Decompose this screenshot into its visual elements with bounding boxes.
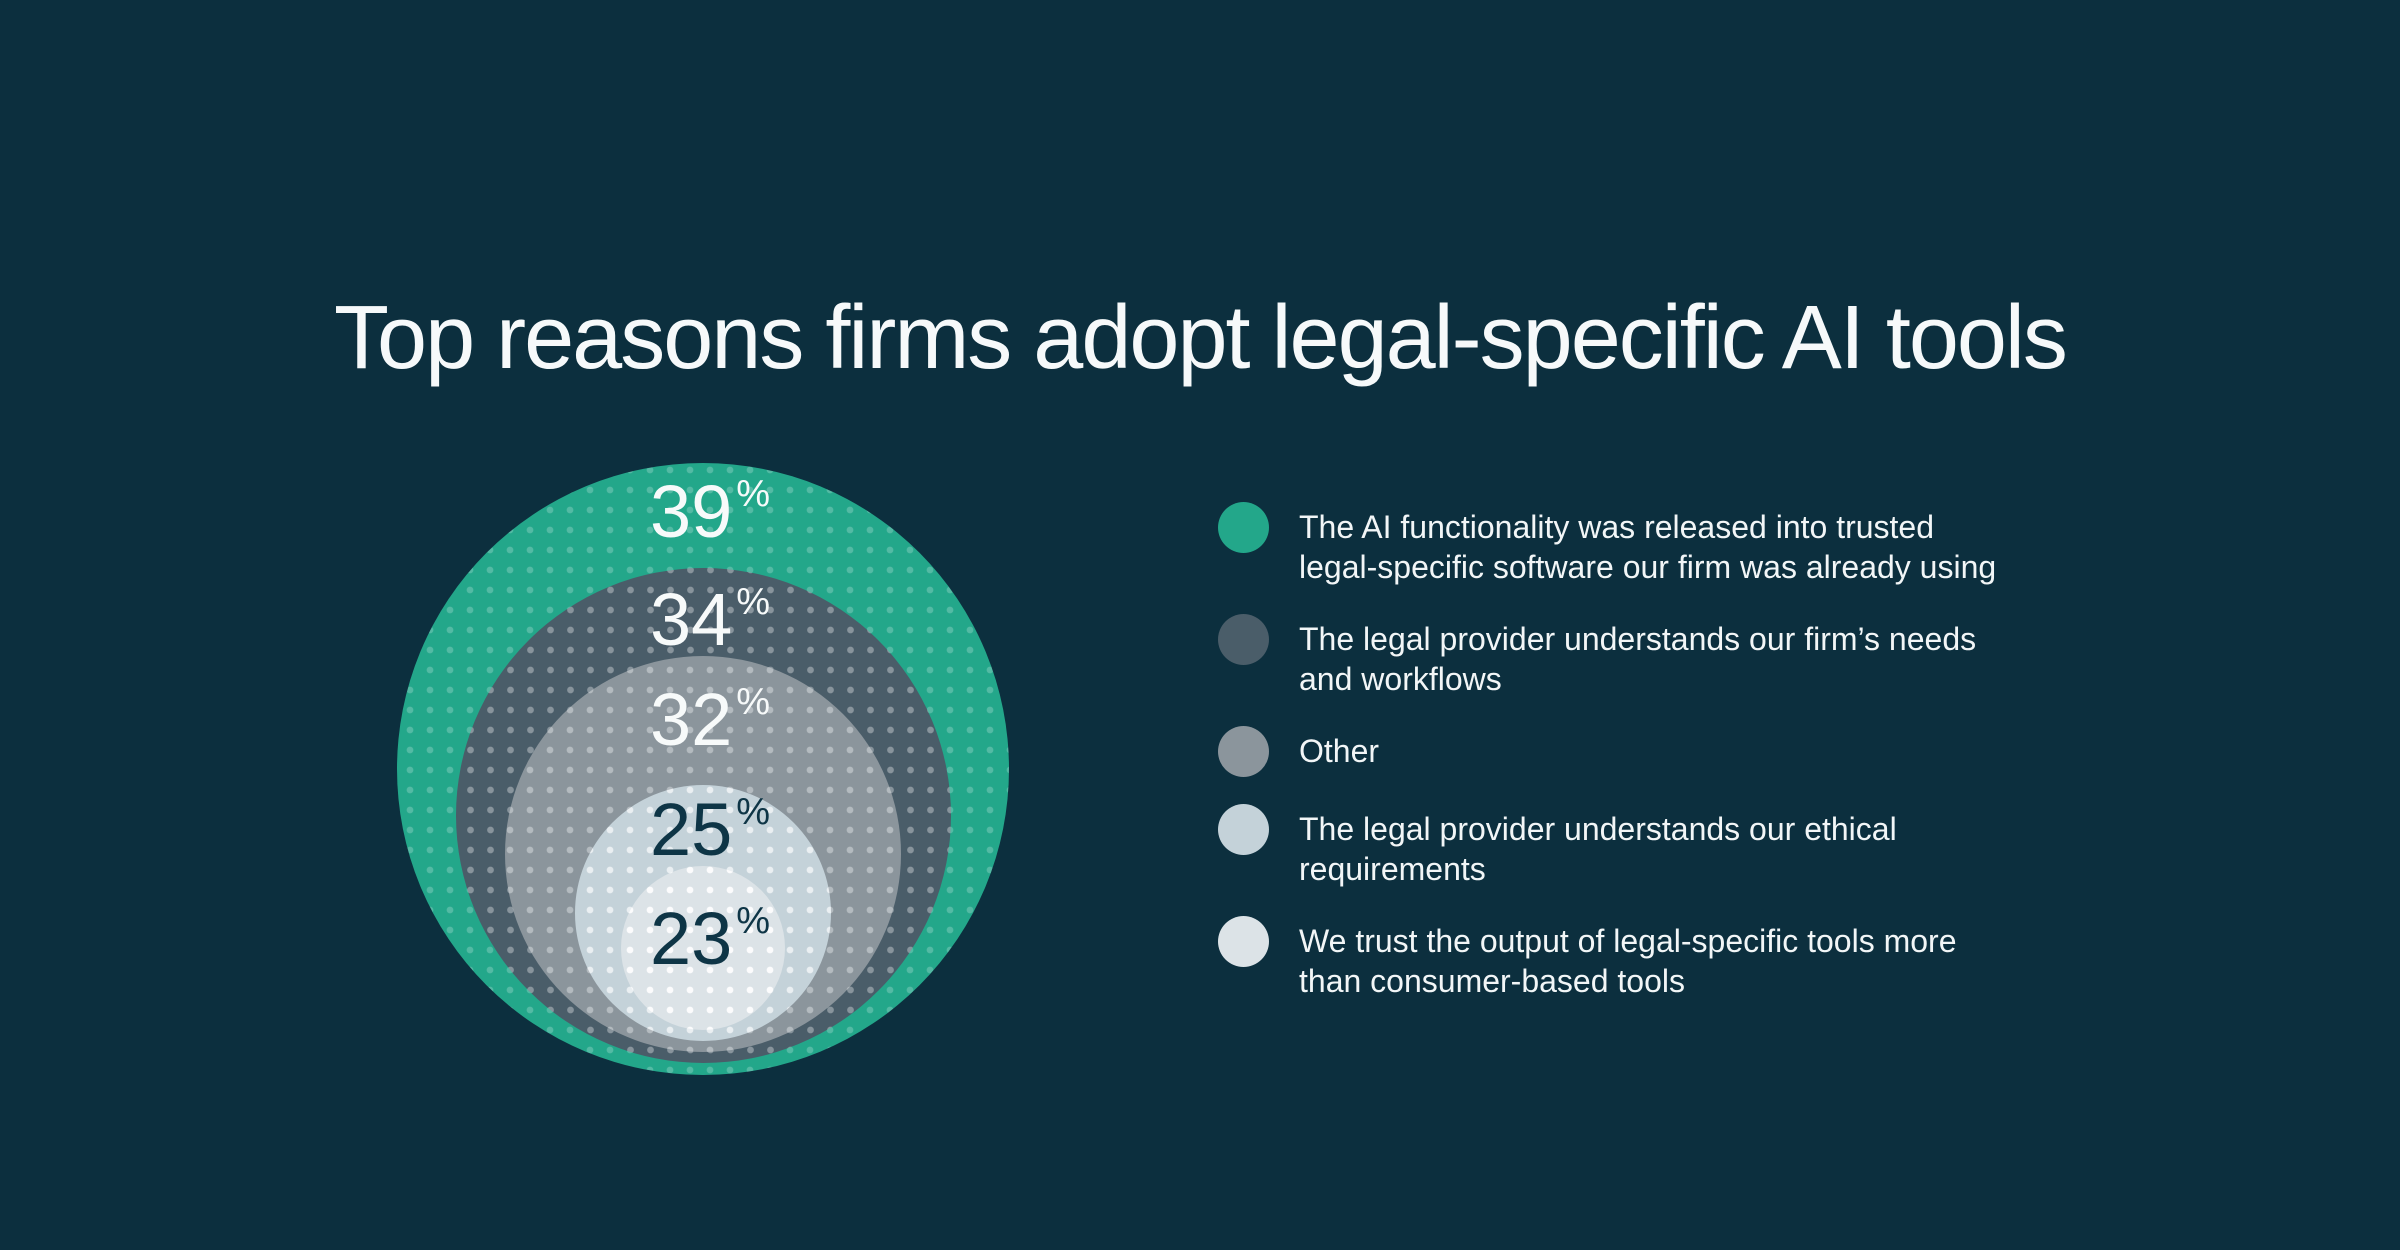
legend-label-line: The legal provider understands our ethic…	[1299, 811, 1897, 847]
legend-label-line: requirements	[1299, 851, 1486, 887]
value-number: 23	[649, 897, 733, 980]
legend-swatch-icon	[1218, 916, 1269, 967]
page-title: Top reasons firms adopt legal-specific A…	[334, 288, 2068, 389]
legend-item-label: The legal provider understands our ethic…	[1299, 809, 1897, 889]
legend-label-line: and workflows	[1299, 661, 1502, 697]
legend-item-label: The AI functionality was released into t…	[1299, 507, 1996, 587]
legend-item-3: The legal provider understands our ethic…	[1218, 804, 1996, 889]
percent-sign: %	[736, 581, 771, 623]
value-number: 39	[649, 470, 733, 553]
chart-value-label-39pct: 39%	[650, 475, 770, 549]
percent-sign: %	[736, 900, 771, 942]
chart-value-label-25pct: 25%	[650, 793, 770, 867]
chart-legend: The AI functionality was released into t…	[1218, 502, 1996, 1001]
legend-swatch-icon	[1218, 804, 1269, 855]
legend-label-line: The AI functionality was released into t…	[1299, 509, 1935, 545]
value-number: 34	[649, 578, 733, 661]
chart-value-label-23pct: 23%	[650, 902, 770, 976]
legend-item-0: The AI functionality was released into t…	[1218, 502, 1996, 587]
chart-value-label-32pct: 32%	[650, 683, 770, 757]
legend-item-label: Other	[1299, 731, 1379, 771]
percent-sign: %	[736, 681, 771, 723]
legend-label-line: The legal provider understands our firm’…	[1299, 621, 1977, 657]
percent-sign: %	[736, 473, 771, 515]
legend-item-4: We trust the output of legal-specific to…	[1218, 916, 1996, 1001]
legend-label-line: We trust the output of legal-specific to…	[1299, 923, 1957, 959]
legend-item-1: The legal provider understands our firm’…	[1218, 614, 1996, 699]
value-number: 25	[649, 788, 733, 871]
legend-swatch-icon	[1218, 614, 1269, 665]
legend-item-label: The legal provider understands our firm’…	[1299, 619, 1976, 699]
legend-label-line: Other	[1299, 733, 1380, 769]
value-number: 32	[649, 678, 733, 761]
percent-sign: %	[736, 791, 771, 833]
legend-label-line: than consumer-based tools	[1299, 963, 1685, 999]
legend-item-2: Other	[1218, 726, 1996, 777]
legend-item-label: We trust the output of legal-specific to…	[1299, 921, 1957, 1001]
legend-swatch-icon	[1218, 726, 1269, 777]
chart-value-label-34pct: 34%	[650, 583, 770, 657]
legend-label-line: legal-specific software our firm was alr…	[1299, 549, 1997, 585]
chart-circle-23pct	[621, 866, 785, 1030]
legend-swatch-icon	[1218, 502, 1269, 553]
